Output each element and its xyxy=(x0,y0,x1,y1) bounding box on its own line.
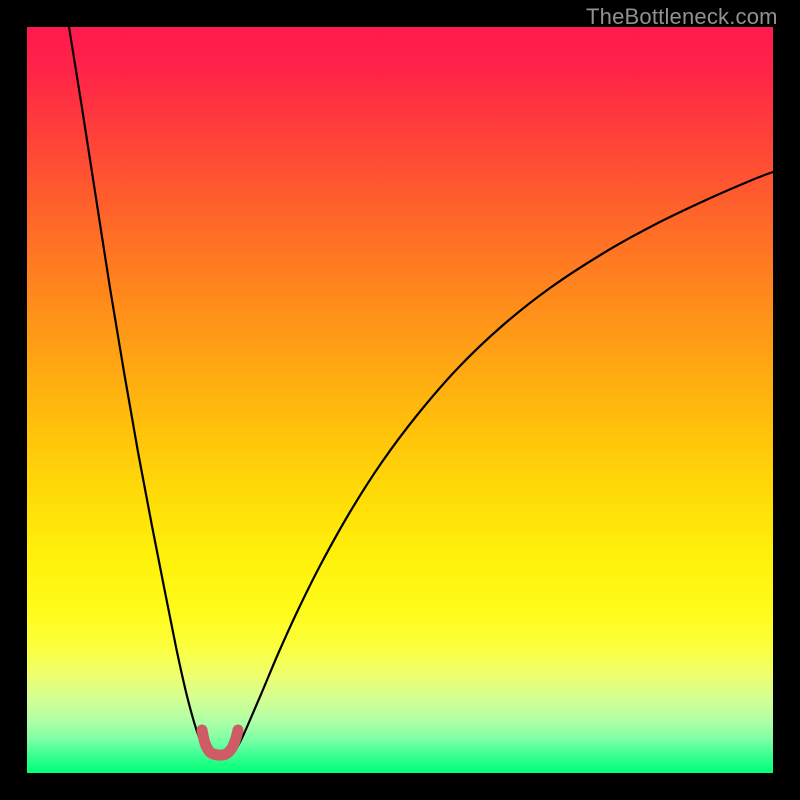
curve-right-branch xyxy=(232,172,773,753)
bottom-u-marker xyxy=(202,730,238,755)
watermark-text: TheBottleneck.com xyxy=(586,4,778,30)
curve-left-branch xyxy=(69,27,208,753)
chart-svg-layer xyxy=(0,0,800,800)
